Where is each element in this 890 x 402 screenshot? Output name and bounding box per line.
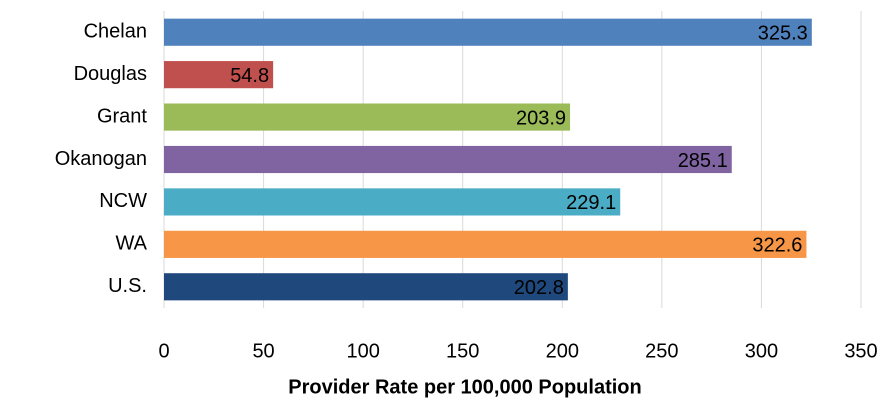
x-tick-label: 100	[346, 340, 379, 362]
y-tick-label: Grant	[97, 105, 147, 127]
data-label: 229.1	[566, 192, 616, 214]
bar	[164, 18, 812, 46]
bar	[164, 273, 568, 301]
data-label: 285.1	[678, 150, 728, 172]
x-tick-label: 0	[158, 340, 169, 362]
x-tick-label: 50	[252, 340, 274, 362]
data-label: 54.8	[230, 65, 269, 87]
y-tick-label: Okanogan	[55, 148, 147, 170]
y-tick-label: U.S.	[108, 275, 147, 297]
data-label: 202.8	[514, 277, 564, 299]
x-tick-label: 300	[745, 340, 778, 362]
x-axis-title: Provider Rate per 100,000 Population	[288, 376, 641, 398]
data-label: 322.6	[752, 235, 802, 257]
x-tick-label: 150	[446, 340, 479, 362]
bar	[164, 230, 807, 258]
x-tick-label: 350	[844, 340, 877, 362]
y-tick-label: WA	[116, 233, 148, 255]
bar	[164, 145, 732, 174]
bar	[164, 103, 571, 131]
data-label: 203.9	[516, 107, 566, 129]
x-tick-label: 250	[645, 340, 678, 362]
bar	[164, 61, 274, 89]
y-tick-label: NCW	[99, 190, 147, 212]
y-tick-label: Chelan	[84, 20, 147, 42]
x-tick-label: 200	[546, 340, 579, 362]
y-tick-label: Douglas	[74, 63, 147, 85]
bar	[164, 188, 621, 216]
data-label: 325.3	[758, 22, 808, 44]
